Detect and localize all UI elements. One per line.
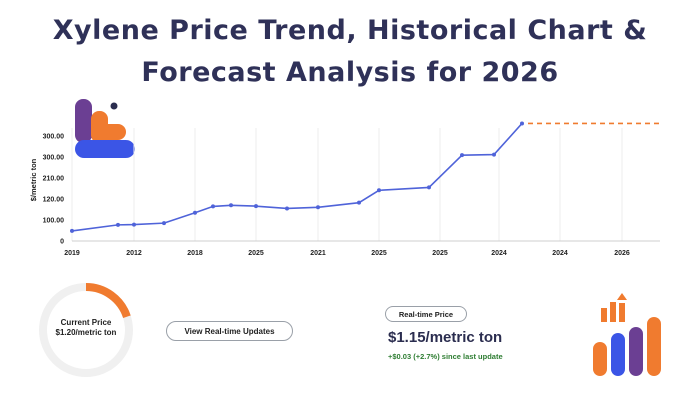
y-tick-label: 0 bbox=[60, 239, 64, 246]
data-point bbox=[492, 152, 496, 157]
x-tick-label: 2024 bbox=[552, 250, 568, 257]
current-price-text: Current Price $1.20/metric ton bbox=[38, 318, 134, 338]
data-point bbox=[162, 221, 166, 226]
title-line-2: Forecast Analysis for 2026 bbox=[141, 57, 559, 88]
y-tick-label: 100.00 bbox=[43, 218, 65, 225]
data-point bbox=[316, 205, 320, 210]
y-tick-label: 300.00 bbox=[43, 155, 65, 162]
chart-grid bbox=[71, 128, 660, 242]
page-title: Xylene Price Trend, Historical Chart & F… bbox=[0, 10, 700, 94]
realtime-price-badge: Real-time Price bbox=[385, 306, 467, 322]
data-point bbox=[377, 188, 381, 193]
y-tick-label: 210.00 bbox=[43, 176, 65, 183]
data-point bbox=[70, 228, 74, 233]
x-axis-ticks: 2019 2012 2018 2025 2021 2025 2025 2024 2024 2026 bbox=[64, 250, 630, 257]
realtime-price-value: $1.15/metric ton bbox=[388, 329, 503, 346]
x-tick-label: 2025 bbox=[248, 250, 264, 257]
realtime-price-change: +$0.03 (+2.7%) since last update bbox=[388, 352, 503, 361]
x-tick-label: 2025 bbox=[371, 250, 387, 257]
x-tick-label: 2019 bbox=[64, 250, 80, 257]
price-line bbox=[71, 122, 523, 232]
x-tick-label: 2018 bbox=[187, 250, 203, 257]
data-point bbox=[132, 222, 136, 227]
brand-logo-icon bbox=[75, 99, 135, 158]
x-tick-label: 2012 bbox=[126, 250, 142, 257]
current-price-value: $1.20/metric ton bbox=[55, 328, 117, 337]
y-tick-label: 300.00 bbox=[43, 134, 65, 141]
title-line-1: Xylene Price Trend, Historical Chart & bbox=[52, 15, 648, 46]
data-point bbox=[116, 222, 120, 227]
x-tick-label: 2021 bbox=[310, 250, 326, 257]
current-price-label: Current Price bbox=[60, 318, 112, 327]
data-point bbox=[460, 153, 464, 158]
data-point bbox=[357, 200, 361, 205]
data-point bbox=[427, 185, 431, 190]
data-point bbox=[254, 204, 258, 209]
series-layer bbox=[70, 121, 662, 233]
data-point bbox=[229, 203, 233, 208]
bar-growth-icon bbox=[593, 293, 661, 376]
view-realtime-updates-button[interactable]: View Real-time Updates bbox=[166, 321, 293, 341]
data-point bbox=[211, 204, 215, 209]
y-tick-label: 120.00 bbox=[43, 197, 65, 204]
x-tick-label: 2024 bbox=[491, 250, 507, 257]
x-tick-label: 2026 bbox=[614, 250, 630, 257]
y-axis-label: $/metric ton bbox=[29, 158, 38, 201]
data-point bbox=[193, 210, 197, 215]
data-point bbox=[285, 206, 289, 211]
current-price-gauge bbox=[39, 283, 133, 377]
data-point bbox=[520, 121, 524, 126]
x-tick-label: 2025 bbox=[432, 250, 448, 257]
gauge-fill bbox=[85, 283, 131, 319]
y-axis-ticks: 0 100.00 120.00 210.00 300.00 300.00 bbox=[43, 134, 65, 246]
